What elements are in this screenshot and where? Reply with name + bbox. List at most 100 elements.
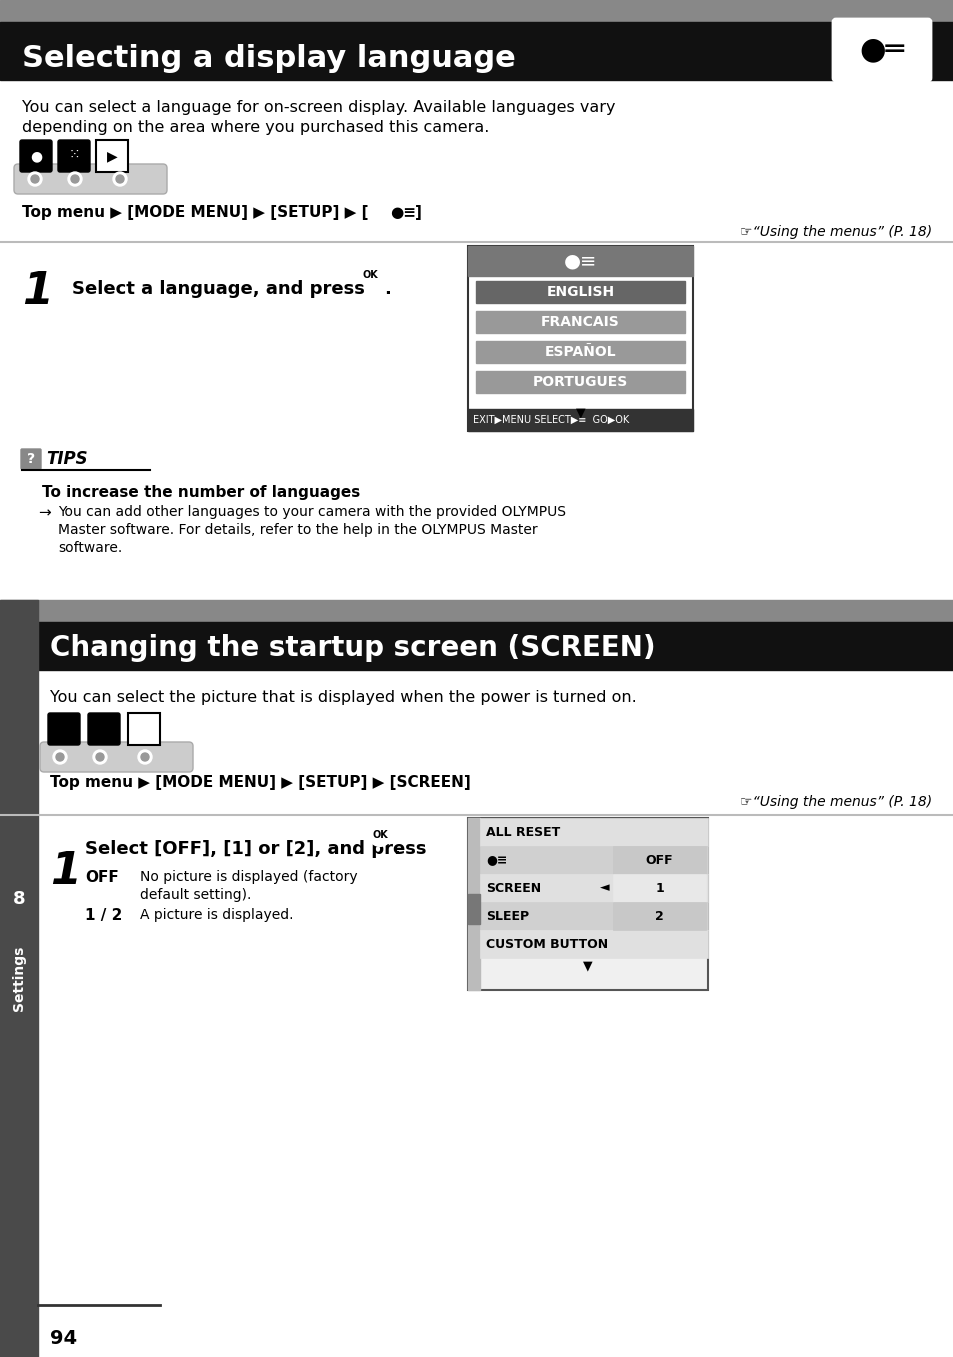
Bar — [613, 845, 705, 874]
Text: .: . — [384, 280, 391, 299]
FancyBboxPatch shape — [96, 140, 128, 172]
Circle shape — [112, 172, 127, 186]
Text: ]: ] — [415, 205, 421, 220]
Text: ●≡: ●≡ — [563, 251, 597, 270]
Text: Selecting a display language: Selecting a display language — [22, 43, 516, 72]
Text: →: → — [38, 505, 51, 520]
Text: Settings: Settings — [12, 946, 26, 1011]
Bar — [468, 818, 479, 991]
Text: Top menu ▶ [MODE MENU] ▶ [SETUP] ▶ [: Top menu ▶ [MODE MENU] ▶ [SETUP] ▶ [ — [22, 205, 368, 220]
Circle shape — [56, 753, 64, 761]
Text: ▶: ▶ — [107, 149, 117, 163]
Text: You can select a language for on-screen display. Available languages vary: You can select a language for on-screen … — [22, 100, 615, 115]
Circle shape — [30, 175, 39, 183]
Text: ●≡: ●≡ — [390, 205, 416, 220]
Text: .: . — [393, 840, 399, 858]
Circle shape — [53, 750, 67, 764]
Text: software.: software. — [58, 541, 122, 555]
FancyBboxPatch shape — [48, 712, 80, 745]
Bar — [479, 845, 707, 874]
Text: FRANCAIS: FRANCAIS — [540, 315, 619, 328]
Bar — [476, 311, 684, 332]
FancyBboxPatch shape — [128, 712, 160, 745]
Bar — [476, 281, 684, 303]
Text: You can add other languages to your camera with the provided OLYMPUS: You can add other languages to your came… — [58, 505, 565, 518]
Text: ▶: ▶ — [138, 722, 150, 735]
Bar — [468, 408, 692, 432]
Text: ▼: ▼ — [582, 959, 592, 973]
Bar — [0, 622, 953, 670]
FancyBboxPatch shape — [20, 140, 52, 172]
Text: ●: ● — [30, 149, 42, 163]
Text: To increase the number of languages: To increase the number of languages — [42, 484, 360, 499]
Bar — [479, 902, 707, 930]
Text: No picture is displayed (factory: No picture is displayed (factory — [140, 870, 357, 883]
Text: Changing the startup screen (SCREEN): Changing the startup screen (SCREEN) — [50, 634, 655, 662]
Bar — [613, 902, 705, 930]
Text: TIPS: TIPS — [46, 451, 88, 468]
Text: ◄: ◄ — [599, 882, 609, 894]
Text: 1: 1 — [22, 270, 53, 313]
Text: OFF: OFF — [645, 854, 673, 867]
Bar — [613, 874, 705, 902]
FancyBboxPatch shape — [58, 140, 90, 172]
FancyBboxPatch shape — [14, 164, 167, 194]
Text: Top menu ▶ [MODE MENU] ▶ [SETUP] ▶ [SCREEN]: Top menu ▶ [MODE MENU] ▶ [SETUP] ▶ [SCRE… — [50, 775, 470, 790]
FancyBboxPatch shape — [21, 449, 41, 470]
Text: ⁙: ⁙ — [69, 149, 80, 163]
Text: PORTUGUES: PORTUGUES — [533, 375, 627, 389]
Circle shape — [71, 175, 79, 183]
Bar — [0, 0, 953, 22]
Circle shape — [138, 750, 152, 764]
Text: Select a language, and press: Select a language, and press — [71, 280, 364, 299]
FancyBboxPatch shape — [40, 742, 193, 772]
Text: OFF: OFF — [85, 870, 118, 885]
Text: EXIT▶MENU SELECT▶≡  GO▶OK: EXIT▶MENU SELECT▶≡ GO▶OK — [473, 415, 629, 425]
Bar — [0, 600, 38, 1357]
Bar — [468, 894, 479, 924]
Bar — [476, 341, 684, 364]
Circle shape — [358, 265, 380, 286]
Text: 2: 2 — [655, 909, 663, 923]
Bar — [479, 930, 707, 958]
Circle shape — [141, 753, 149, 761]
Text: 94: 94 — [50, 1329, 77, 1348]
Text: 1: 1 — [50, 849, 81, 893]
Text: ?: ? — [27, 452, 35, 465]
Bar — [468, 818, 707, 991]
Text: CUSTOM BUTTON: CUSTOM BUTTON — [485, 938, 607, 950]
Text: ☞“Using the menus” (P. 18): ☞“Using the menus” (P. 18) — [740, 225, 931, 239]
Text: OK: OK — [372, 830, 388, 840]
Circle shape — [28, 172, 42, 186]
Bar — [468, 246, 692, 275]
FancyBboxPatch shape — [832, 19, 930, 81]
Bar — [479, 874, 707, 902]
Text: depending on the area where you purchased this camera.: depending on the area where you purchase… — [22, 119, 489, 134]
FancyBboxPatch shape — [88, 712, 120, 745]
Bar — [0, 22, 953, 80]
Text: 1: 1 — [655, 882, 663, 894]
Text: OK: OK — [362, 270, 377, 280]
Text: ALL RESET: ALL RESET — [485, 825, 559, 839]
Text: 1 / 2: 1 / 2 — [85, 908, 122, 923]
Text: SLEEP: SLEEP — [485, 909, 529, 923]
Circle shape — [116, 175, 124, 183]
Circle shape — [96, 753, 104, 761]
Bar — [468, 246, 692, 432]
Circle shape — [369, 824, 391, 845]
Text: A picture is displayed.: A picture is displayed. — [140, 908, 294, 921]
Text: ☞“Using the menus” (P. 18): ☞“Using the menus” (P. 18) — [740, 795, 931, 809]
Text: SCREEN: SCREEN — [485, 882, 540, 894]
Circle shape — [68, 172, 82, 186]
Text: ▼: ▼ — [575, 407, 585, 419]
Text: ENGLISH: ENGLISH — [546, 285, 614, 299]
Text: Master software. For details, refer to the help in the OLYMPUS Master: Master software. For details, refer to t… — [58, 522, 537, 537]
Bar — [0, 600, 953, 622]
Circle shape — [92, 750, 107, 764]
Bar — [479, 818, 707, 845]
Text: default setting).: default setting). — [140, 887, 251, 902]
Text: ●═: ●═ — [859, 35, 903, 65]
Text: ●≡: ●≡ — [485, 854, 507, 867]
Text: You can select the picture that is displayed when the power is turned on.: You can select the picture that is displ… — [50, 689, 636, 706]
Text: Select [OFF], [1] or [2], and press: Select [OFF], [1] or [2], and press — [85, 840, 426, 858]
